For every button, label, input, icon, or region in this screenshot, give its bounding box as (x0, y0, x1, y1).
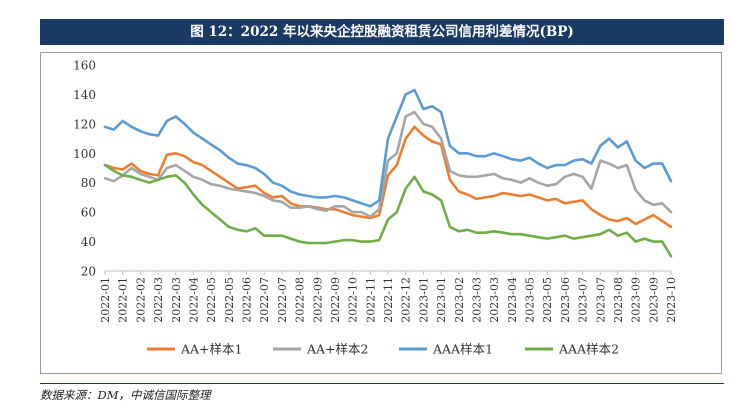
x-tick-label: 2022-12 (400, 277, 413, 323)
x-tick-label: 2022-01 (99, 277, 112, 323)
source-note: 数据来源：DM，中诚信国际整理 (40, 388, 211, 402)
x-tick-label: 2022-11 (364, 277, 377, 323)
y-tick-label: 60 (81, 206, 96, 220)
x-tick-label: 2023-09 (630, 277, 643, 323)
bottom-rule (40, 383, 724, 384)
series-line-AA+样本1 (103, 125, 673, 229)
y-tick-label: 80 (81, 176, 96, 190)
x-tick-label: 2022-09 (329, 277, 342, 323)
x-tick-label: 2022-08 (294, 277, 307, 323)
x-tick-label: 2023-07 (594, 277, 607, 323)
x-tick-label: 2022-09 (311, 277, 324, 323)
y-tick-label: 160 (73, 59, 96, 73)
x-tick-label: 2023-02 (453, 277, 466, 323)
series-line-AAA样本2 (103, 163, 673, 258)
x-tick-label: 2023-01 (435, 277, 448, 323)
series-lines (103, 88, 673, 258)
x-tick-label: 2022-03 (170, 277, 183, 323)
x-tick-label: 2023-06 (559, 277, 572, 323)
legend-label: AAA样本2 (558, 342, 619, 357)
x-tick-label: 2022-10 (347, 277, 360, 323)
x-tick-label: 2022-05 (205, 277, 218, 323)
x-axis: 2022-01 2022-01 2022-02 2022-03 2022-03 2022-… (99, 270, 678, 323)
legend-label: AA+样本1 (180, 342, 242, 357)
series-line-AA+样本2 (103, 110, 673, 218)
y-tick-label: 20 (81, 265, 96, 279)
series-line-AAA样本1 (103, 88, 673, 208)
y-tick-label: 40 (81, 235, 96, 249)
x-tick-label: 2022-05 (223, 277, 236, 323)
x-tick-label: 2023-08 (612, 277, 625, 323)
x-tick-label: 2022-03 (152, 277, 165, 323)
legend-label: AAA样本1 (432, 342, 493, 357)
x-tick-label: 2023-01 (417, 277, 430, 323)
y-tick-label: 100 (73, 147, 96, 161)
legend-label: AA+样本2 (306, 342, 368, 357)
x-tick-label: 2023-04 (506, 277, 519, 323)
chart-legend: AA+样本1 AA+样本2 AAA样本1 AAA样本2 (147, 342, 619, 357)
figure-title: 图 12：2022 年以来央企控股融资租赁公司信用利差情况(BP) (40, 19, 724, 45)
x-tick-label: 2023-07 (577, 277, 590, 323)
x-tick-label: 2023-10 (665, 277, 678, 323)
x-tick-label: 2022-01 (117, 277, 130, 323)
x-tick-label: 2023-03 (488, 277, 501, 323)
x-tick-label: 2022-02 (134, 277, 147, 323)
x-tick-label: 2022-11 (382, 277, 395, 323)
y-tick-label: 140 (73, 88, 96, 102)
x-tick-label: 2023-03 (470, 277, 483, 323)
x-tick-label: 2022-04 (187, 277, 200, 323)
x-tick-label: 2023-05 (524, 277, 537, 323)
x-tick-label: 2022-07 (276, 277, 289, 323)
y-axis: 20 40 60 80 100 120 140 160 (73, 59, 96, 279)
x-tick-label: 2023-09 (647, 277, 660, 323)
y-tick-label: 120 (73, 117, 96, 131)
x-tick-label: 2023-05 (541, 277, 554, 323)
x-tick-label: 2022-07 (258, 277, 271, 323)
x-tick-label: 2022-06 (241, 277, 254, 323)
chart-frame: 20 40 60 80 100 120 140 160 2022-01 2022-01 2022-… (40, 52, 722, 374)
